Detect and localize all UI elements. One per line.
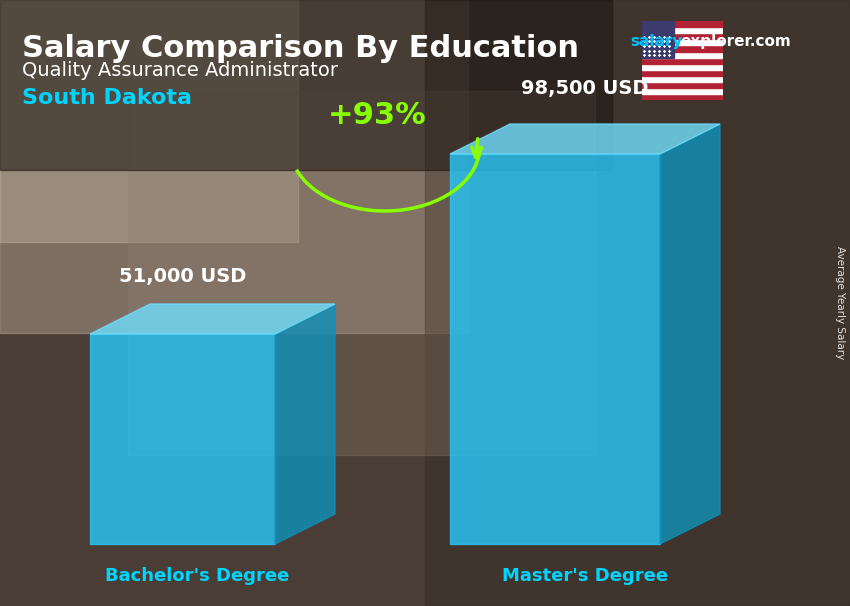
Bar [642,33,722,39]
Bar [642,45,722,52]
Text: 51,000 USD: 51,000 USD [119,267,246,286]
Text: explorer.com: explorer.com [680,34,790,49]
Text: South Dakota: South Dakota [22,88,192,108]
Polygon shape [90,304,335,334]
Bar [0,0,612,170]
Text: Quality Assurance Administrator: Quality Assurance Administrator [22,61,338,80]
Bar [0,0,298,242]
Bar [642,94,722,100]
Text: Master's Degree: Master's Degree [502,567,668,585]
Text: Salary Comparison By Education: Salary Comparison By Education [22,34,579,63]
Bar [642,58,722,64]
Bar [128,91,595,454]
Bar [642,39,722,45]
Polygon shape [660,124,720,544]
Bar [642,76,722,82]
Polygon shape [450,124,720,154]
Polygon shape [90,334,275,544]
Bar [642,52,722,58]
Bar [0,0,468,333]
Text: Average Yearly Salary: Average Yearly Salary [835,247,845,359]
Polygon shape [275,304,335,544]
Bar [642,88,722,94]
Polygon shape [450,154,660,544]
Bar [642,27,722,33]
Bar [425,0,850,606]
Text: salary: salary [630,34,683,49]
Bar [642,64,722,70]
Bar [642,21,674,58]
Bar [642,70,722,76]
Text: Bachelor's Degree: Bachelor's Degree [105,567,290,585]
Bar [642,21,722,27]
Bar [642,82,722,88]
Text: +93%: +93% [327,101,427,130]
Text: 98,500 USD: 98,500 USD [521,79,649,98]
